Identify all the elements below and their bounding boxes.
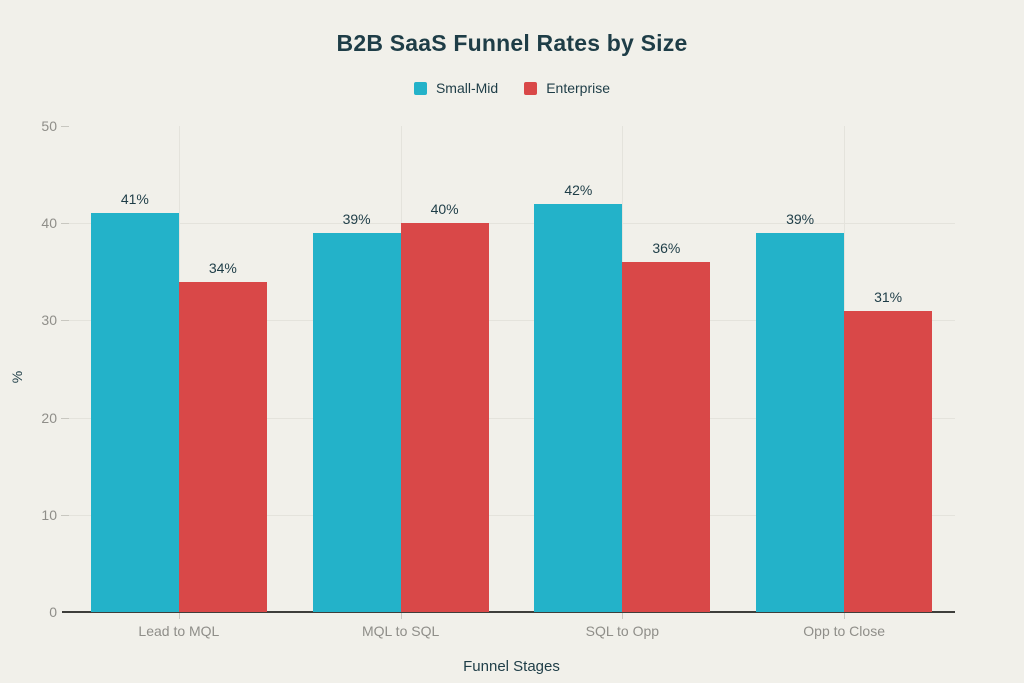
bar-small-mid-lead-to-mql: [90, 213, 179, 612]
y-tick-label-30: 30: [41, 312, 57, 329]
y-tick-label-20: 20: [41, 409, 57, 426]
x-tick-mark-sql-to-opp: [622, 613, 624, 619]
y-tick-mark-30: [61, 320, 69, 322]
gridline-h-40: [68, 223, 955, 225]
x-tick-label-lead-to-mql: Lead to MQL: [138, 623, 220, 639]
y-tick-mark-20: [61, 417, 69, 419]
x-tick-label-mql-to-sql: MQL to SQL: [361, 623, 440, 639]
y-tick-label-0: 0: [49, 604, 57, 620]
value-label-small-mid-opp-to-close: 39%: [786, 210, 815, 227]
chart-title: B2B SaaS Funnel Rates by Size: [336, 30, 688, 56]
value-label-enterprise-lead-to-mql: 34%: [208, 259, 237, 276]
value-label-enterprise-opp-to-close: 31%: [874, 288, 903, 305]
legend-label-small-mid: Small-Mid: [435, 80, 499, 96]
legend-item-enterprise: Enterprise: [524, 80, 610, 96]
plot-area: 41% 34% 39% 40% 42% 36% 39% 31%: [61, 126, 955, 619]
legend-swatch-small-mid: [413, 81, 427, 95]
y-axis-title: %: [9, 370, 25, 384]
y-tick-mark-40: [61, 223, 69, 225]
x-axis-line: [62, 611, 955, 613]
bar-small-mid-opp-to-close: [756, 232, 845, 612]
x-tick-label-sql-to-opp: SQL to Opp: [585, 623, 660, 639]
y-tick-label-10: 10: [41, 506, 57, 523]
legend-swatch-enterprise: [524, 81, 538, 95]
y-tick-mark-50: [61, 126, 69, 127]
bar-enterprise-opp-to-close: [844, 310, 933, 612]
x-tick-mark-mql-to-sql: [400, 613, 402, 619]
bar-enterprise-lead-to-mql: [178, 281, 267, 612]
legend-label-enterprise: Enterprise: [546, 80, 611, 96]
y-tick-label-40: 40: [41, 215, 57, 232]
gridline-h-30: [68, 320, 955, 322]
x-tick-mark-lead-to-mql: [178, 613, 180, 619]
y-tick-label-50: 50: [41, 118, 57, 134]
bar-enterprise-sql-to-opp: [622, 262, 711, 612]
gridline-h-10: [68, 514, 955, 516]
value-label-enterprise-sql-to-opp: 36%: [652, 240, 681, 257]
x-axis-title: Funnel Stages: [463, 658, 560, 675]
y-tick-mark-10: [61, 514, 69, 516]
bar-enterprise-mql-to-sql: [400, 223, 489, 612]
legend-item-small-mid: Small-Mid: [413, 80, 499, 96]
x-tick-label-opp-to-close: Opp to Close: [803, 623, 885, 639]
value-label-small-mid-mql-to-sql: 39%: [342, 210, 371, 227]
bar-small-mid-sql-to-opp: [534, 203, 623, 612]
legend: Small-Mid Enterprise: [0, 80, 1024, 96]
gridline-h-20: [68, 417, 955, 419]
bar-small-mid-mql-to-sql: [312, 232, 401, 612]
value-label-small-mid-sql-to-opp: 42%: [564, 181, 593, 198]
value-label-enterprise-mql-to-sql: 40%: [430, 201, 459, 218]
x-tick-mark-opp-to-close: [844, 613, 846, 619]
value-label-small-mid-lead-to-mql: 41%: [120, 191, 149, 208]
